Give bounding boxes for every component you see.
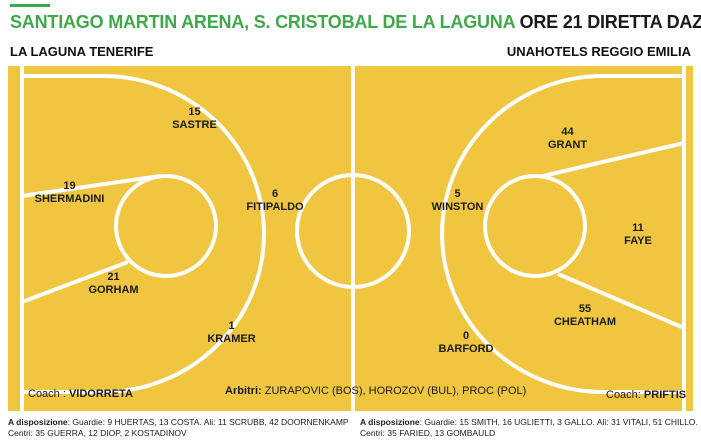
court-surface [8,66,693,411]
home-coach: Coach : VIDORRETA [28,388,133,400]
player-sastre: 15 SASTRE [172,106,217,131]
player-shermadini: 19 SHERMADINI [34,180,105,205]
player-fitipaldo: 6 FITIPALDO [246,188,304,213]
left-key-bottom [21,260,129,304]
basketball-court [8,66,693,411]
home-bench: A disposizione: Guardie: 9 HUERTAS, 13 C… [8,417,349,438]
home-team-name: LA LAGUNA TENERIFE [10,44,154,59]
accent-line [10,4,50,7]
player-cheatham: 55 CHEATHAM [553,303,617,328]
player-gorham: 21 GORHAM [88,271,139,296]
player-grant: 44 GRANT [547,126,588,151]
away-bench: A disposizione: Guardie: 15 SMITH, 16 UG… [360,417,698,438]
right-key-top [542,141,685,178]
broadcast-time: ORE 21 DIRETTA DAZN [519,12,701,32]
away-coach: Coach: PRIFTIS [606,389,687,401]
left-three-point-arc [22,74,267,394]
player-winston: 5 WINSTON [431,188,484,213]
left-key-circle [114,174,218,278]
left-key-top [21,174,161,198]
referees: Arbitri: ZURAPOVIC (BOS), HOROZOV (BUL),… [225,385,527,397]
page-title: SANTIAGO MARTIN ARENA, S. CRISTOBAL DE L… [10,12,701,33]
player-barford: 0 BARFORD [438,330,494,355]
right-key-bottom [557,272,685,330]
away-team-name: UNAHOTELS REGGIO EMILIA [506,44,691,59]
center-circle [295,173,411,289]
venue-title: SANTIAGO MARTIN ARENA, S. CRISTOBAL DE L… [10,12,515,32]
player-faye: 11 FAYE [624,222,652,247]
right-three-point-arc [439,74,684,394]
player-kramer: 1 KRAMER [207,320,256,345]
right-key-circle [483,174,587,278]
